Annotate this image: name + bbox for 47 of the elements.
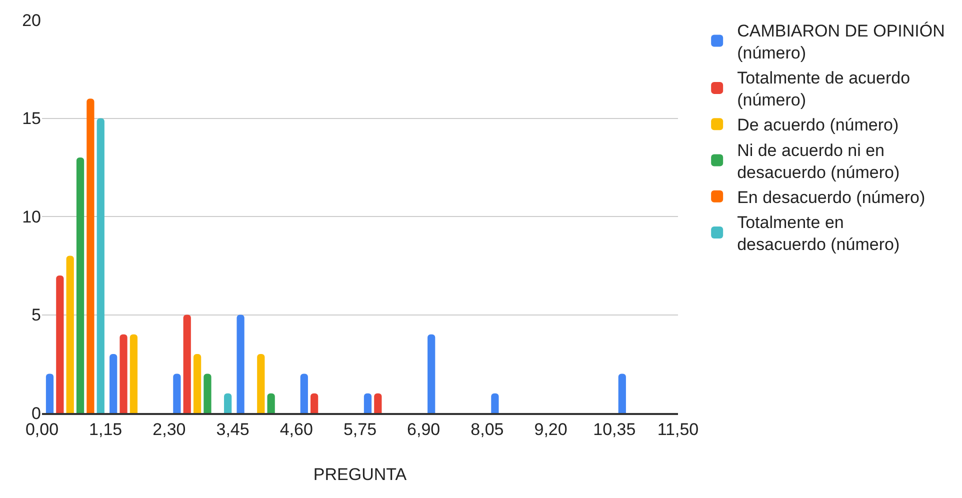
bar: [56, 275, 64, 413]
y-tick-label: 10: [22, 207, 41, 226]
bar: [428, 334, 436, 413]
bar: [46, 374, 54, 413]
bar: [183, 314, 191, 413]
bar: [236, 314, 244, 413]
bar: [257, 354, 265, 413]
bar: [310, 393, 318, 413]
x-tick-label: 6,90: [407, 420, 440, 440]
x-tick-label: 3,45: [216, 420, 250, 440]
bar: [193, 354, 202, 413]
bar: [86, 98, 94, 413]
y-tick-label: 5: [32, 306, 41, 325]
x-tick-label: 8,05: [470, 420, 504, 440]
x-tick-label: 10,35: [593, 420, 636, 440]
x-tick-label: 2,30: [152, 420, 186, 440]
legend-label: Ni de acuerdo ni en desacuerdo (número): [737, 140, 900, 182]
y-tick-label: 15: [22, 109, 41, 128]
bar: [300, 374, 308, 413]
bar: [204, 374, 212, 413]
bar: [66, 256, 74, 413]
bar: [267, 393, 275, 413]
x-axis-title: PREGUNTA: [313, 465, 408, 484]
legend-label: Totalmente de acuerdo (número): [737, 68, 910, 110]
legend-label: Totalmente en desacuerdo (número): [737, 213, 900, 254]
x-tick-label: 5,75: [343, 420, 377, 440]
y-tick-label: 0: [32, 404, 41, 423]
y-tick-label: 20: [22, 10, 41, 30]
bar: [224, 393, 232, 413]
bar: [120, 334, 128, 413]
bar: [130, 334, 138, 413]
bar: [491, 393, 499, 413]
x-tick-label: 11,50: [657, 420, 699, 440]
x-tick-label: 0,00: [25, 420, 59, 440]
bar: [374, 393, 382, 413]
bar: [76, 158, 84, 413]
x-tick-label: 1,15: [89, 420, 122, 440]
legend-label: De acuerdo (número): [737, 116, 899, 135]
bar: [110, 354, 118, 413]
bar: [173, 374, 181, 413]
legend-label: En desacuerdo (número): [737, 188, 926, 208]
bar: [96, 118, 104, 413]
x-tick-label: 9,20: [534, 420, 568, 440]
bar: [618, 374, 626, 413]
bar: [364, 393, 372, 413]
x-tick-label: 4,60: [280, 420, 313, 440]
legend-label: CAMBIARON DE OPINIÓN (número): [737, 21, 945, 62]
